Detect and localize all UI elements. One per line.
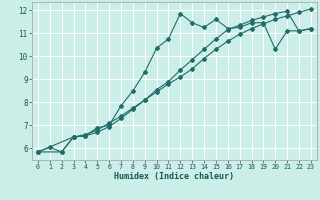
X-axis label: Humidex (Indice chaleur): Humidex (Indice chaleur): [115, 172, 234, 181]
